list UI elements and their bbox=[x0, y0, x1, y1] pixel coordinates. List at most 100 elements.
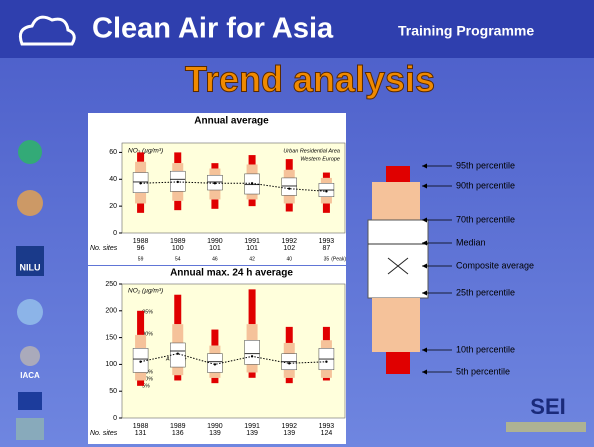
box-lower bbox=[209, 372, 221, 378]
box-bottom-tail bbox=[285, 377, 293, 384]
sites-value: 87 bbox=[323, 245, 331, 252]
logo-strip: NILU IACA bbox=[16, 140, 44, 440]
box-top-tail bbox=[137, 152, 145, 162]
x-tick-label: 1991 bbox=[244, 238, 260, 245]
box-bottom-tail bbox=[137, 380, 145, 386]
box-mean bbox=[213, 182, 217, 185]
sites-value: 100 bbox=[172, 245, 184, 252]
y-tick-label: 40 bbox=[109, 176, 117, 183]
box-upper bbox=[283, 169, 295, 178]
x-tick-label: 1988 bbox=[133, 238, 149, 245]
chart-title: Annual max. 24 h average bbox=[170, 268, 293, 279]
box-bottom-tail bbox=[248, 199, 256, 207]
box-body bbox=[281, 177, 297, 196]
box-bottom-tail bbox=[174, 375, 182, 381]
sites-value: 102 bbox=[283, 245, 295, 252]
legend-arrowhead bbox=[422, 183, 427, 189]
legend-label: 5th percentile bbox=[456, 366, 510, 376]
heading: Trend analysis bbox=[185, 59, 435, 100]
legend-label: 90th percentile bbox=[456, 180, 515, 190]
header-logo bbox=[18, 15, 76, 46]
sei-logo: SEI bbox=[530, 394, 565, 419]
box-lower bbox=[135, 192, 147, 204]
legend-arrowhead bbox=[422, 163, 427, 169]
legend-arrowhead bbox=[422, 263, 427, 269]
logo bbox=[18, 140, 42, 164]
x-tick-label: 1992 bbox=[281, 238, 297, 245]
mean-line bbox=[140, 181, 327, 192]
plot-area bbox=[121, 142, 346, 234]
annotation: Urban Residential Area bbox=[283, 148, 340, 154]
legend-arrowhead bbox=[422, 240, 427, 246]
y-tick-label: 200 bbox=[105, 308, 117, 315]
peak-value: 40 bbox=[286, 256, 292, 262]
annotation: 5% bbox=[142, 383, 150, 389]
box-lower bbox=[246, 194, 258, 200]
sites-value: 139 bbox=[246, 430, 258, 437]
box-top-tail bbox=[248, 155, 256, 165]
box-body bbox=[244, 340, 260, 365]
legend-label: Composite average bbox=[456, 260, 534, 270]
box-upper bbox=[320, 177, 332, 184]
box-upper bbox=[246, 164, 258, 174]
sei-tagline bbox=[506, 422, 586, 432]
box-bottom-tail bbox=[322, 377, 330, 381]
box-lower bbox=[320, 369, 332, 378]
box-lower bbox=[172, 191, 184, 201]
logo bbox=[17, 190, 43, 216]
box-bottom-tail bbox=[248, 372, 256, 378]
legend-arrowhead bbox=[422, 347, 427, 353]
box-lower bbox=[320, 196, 332, 204]
box-body bbox=[132, 348, 149, 373]
title: Clean Air for Asia bbox=[92, 13, 334, 45]
box-lower bbox=[283, 369, 295, 378]
x-tick-label: 1990 bbox=[207, 423, 223, 430]
legend-part bbox=[372, 182, 420, 220]
legend-label: Median bbox=[456, 237, 486, 247]
box-bottom-tail bbox=[211, 199, 219, 209]
box-legend bbox=[367, 166, 429, 374]
box-upper bbox=[135, 161, 147, 173]
box-upper bbox=[283, 342, 295, 354]
box-top-tail bbox=[174, 294, 182, 325]
logo bbox=[20, 346, 40, 366]
legend-label: 25th percentile bbox=[456, 287, 515, 297]
box-upper bbox=[172, 324, 184, 343]
annotation: NO₂ (µg/m³) bbox=[128, 148, 163, 155]
subtitle: Training Programme bbox=[398, 23, 534, 39]
legend-arrowhead bbox=[422, 369, 427, 375]
sites-value: 136 bbox=[172, 430, 184, 437]
header-band bbox=[0, 0, 594, 58]
annotation: Western Europe bbox=[300, 156, 340, 162]
peak-value: 59 bbox=[138, 256, 144, 262]
annotation: NO₂ (µg/m³) bbox=[128, 288, 163, 295]
plot-area bbox=[121, 283, 346, 419]
annotation: 10% bbox=[142, 376, 153, 382]
sites-value: 96 bbox=[137, 245, 145, 252]
x-tick-label: 1992 bbox=[281, 423, 297, 430]
peak-value: 42 bbox=[249, 256, 255, 262]
peak-value: 35 bbox=[324, 256, 330, 262]
sites-label: No. sites bbox=[90, 430, 118, 437]
peak-label: (Peak) bbox=[331, 256, 346, 262]
logo bbox=[17, 299, 43, 325]
legend-mean bbox=[387, 257, 409, 275]
sites-value: 124 bbox=[321, 430, 333, 437]
box-bottom-tail bbox=[174, 200, 182, 211]
y-tick-label: 150 bbox=[105, 334, 117, 341]
box-mean bbox=[288, 362, 291, 365]
y-tick-label: 100 bbox=[105, 361, 117, 368]
box-top-tail bbox=[285, 326, 293, 343]
box-upper bbox=[320, 340, 332, 349]
y-tick-label: 60 bbox=[109, 149, 117, 156]
x-tick-label: 1989 bbox=[170, 423, 186, 430]
box-top-tail bbox=[248, 289, 256, 325]
sites-label: No. sites bbox=[90, 245, 118, 252]
sites-value: 131 bbox=[135, 430, 147, 437]
sites-value: 101 bbox=[209, 245, 221, 252]
box-mean bbox=[288, 187, 291, 190]
legend-arrowhead bbox=[422, 217, 427, 223]
annotation: 90% bbox=[142, 331, 153, 337]
logo-text: NILU bbox=[20, 262, 41, 272]
